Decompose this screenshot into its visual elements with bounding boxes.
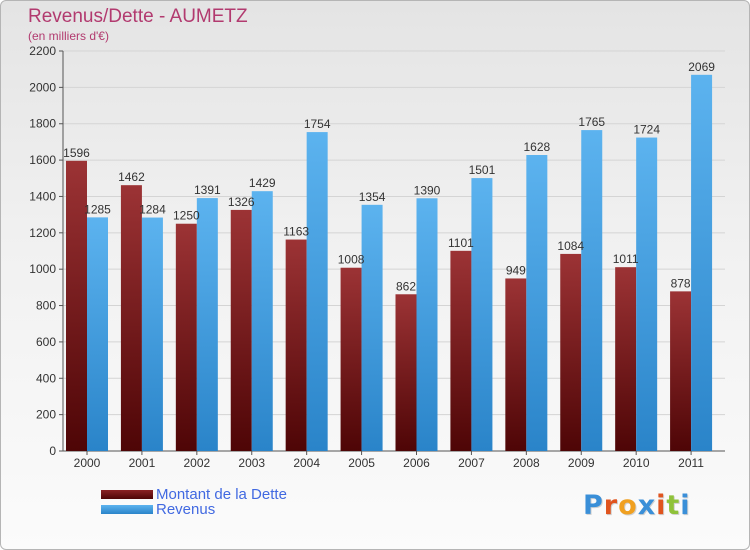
y-tick-label: 1000 — [29, 262, 56, 276]
data-label-debt: 1326 — [228, 195, 255, 209]
y-tick-label: 0 — [49, 444, 56, 458]
data-label-debt: 1250 — [173, 209, 200, 223]
y-tick-label: 600 — [36, 335, 56, 349]
data-label-debt: 949 — [506, 263, 526, 277]
bar-revenue — [251, 191, 273, 451]
data-label-revenue: 1284 — [139, 203, 166, 217]
data-label-revenue: 2069 — [688, 60, 715, 74]
bar-revenue — [471, 178, 493, 451]
x-tick-label: 2004 — [293, 456, 320, 470]
data-label-revenue: 1765 — [578, 115, 605, 129]
bar-revenue — [361, 204, 383, 451]
x-tick-label: 2007 — [458, 456, 485, 470]
x-tick-label: 2001 — [129, 456, 156, 470]
x-tick-label: 2006 — [403, 456, 430, 470]
bar-revenue — [196, 198, 218, 451]
bar-debt — [560, 253, 582, 451]
y-tick-label: 200 — [36, 408, 56, 422]
data-label-debt: 878 — [671, 276, 691, 290]
bar-revenue — [87, 217, 108, 451]
bar-revenue — [691, 74, 713, 452]
data-label-debt: 1084 — [557, 239, 584, 253]
bar-debt — [175, 223, 197, 451]
bar-debt — [395, 294, 417, 451]
chart-title: Revenus/Dette - AUMETZ — [28, 6, 248, 27]
legend-swatch-debt — [101, 490, 153, 499]
data-label-revenue: 1390 — [414, 183, 441, 197]
bar-debt — [670, 291, 692, 451]
bar-debt — [505, 278, 527, 451]
bar-revenue — [416, 198, 438, 451]
x-tick-label: 2005 — [348, 456, 375, 470]
x-tick-label: 2000 — [74, 456, 101, 470]
data-label-debt: 1011 — [613, 252, 639, 266]
bar-debt — [285, 239, 307, 451]
bar-revenue — [141, 217, 163, 451]
bar-revenue — [636, 137, 658, 451]
bar-debt — [340, 267, 362, 451]
x-tick-label: 2002 — [183, 456, 210, 470]
data-label-revenue: 1391 — [194, 183, 221, 197]
bar-debt — [66, 160, 87, 451]
x-tick-label: 2009 — [568, 456, 595, 470]
data-label-revenue: 1354 — [359, 190, 386, 204]
data-label-revenue: 1628 — [523, 140, 550, 154]
data-label-debt: 1462 — [118, 170, 145, 184]
legend-label-debt: Montant de la Dette — [156, 486, 287, 503]
bar-revenue — [526, 155, 548, 451]
y-tick-label: 2000 — [29, 80, 56, 94]
y-tick-label: 1600 — [29, 153, 56, 167]
x-tick-label: 2011 — [678, 456, 704, 470]
data-label-debt: 862 — [396, 279, 416, 293]
data-label-debt: 1163 — [283, 225, 309, 239]
legend-label-revenue: Revenus — [156, 501, 216, 518]
bar-debt — [450, 250, 472, 451]
x-tick-label: 2003 — [238, 456, 265, 470]
chart-subtitle: (en milliers d'€) — [28, 29, 109, 43]
data-label-revenue: 1285 — [84, 202, 111, 216]
bar-debt — [120, 185, 142, 451]
legend-swatch-revenue — [101, 505, 153, 514]
x-tick-label: 2008 — [513, 456, 540, 470]
y-tick-label: 2200 — [29, 44, 56, 58]
data-label-debt: 1596 — [63, 146, 90, 160]
data-label-debt: 1101 — [448, 236, 474, 250]
data-label-debt: 1008 — [338, 253, 365, 267]
data-label-revenue: 1501 — [469, 163, 496, 177]
bar-debt — [230, 209, 252, 451]
data-label-revenue: 1724 — [633, 123, 660, 137]
y-tick-label: 1200 — [29, 226, 56, 240]
y-tick-label: 1800 — [29, 117, 56, 131]
y-tick-label: 800 — [36, 299, 56, 313]
y-tick-label: 400 — [36, 371, 56, 385]
x-tick-label: 2010 — [623, 456, 650, 470]
proxiti-logo: Proxiti — [583, 490, 691, 521]
data-label-revenue: 1754 — [304, 117, 331, 131]
bar-debt — [615, 267, 637, 451]
y-tick-label: 1400 — [29, 189, 56, 203]
data-label-revenue: 1429 — [249, 176, 276, 190]
bar-revenue — [306, 132, 328, 451]
bar-revenue — [581, 130, 603, 451]
